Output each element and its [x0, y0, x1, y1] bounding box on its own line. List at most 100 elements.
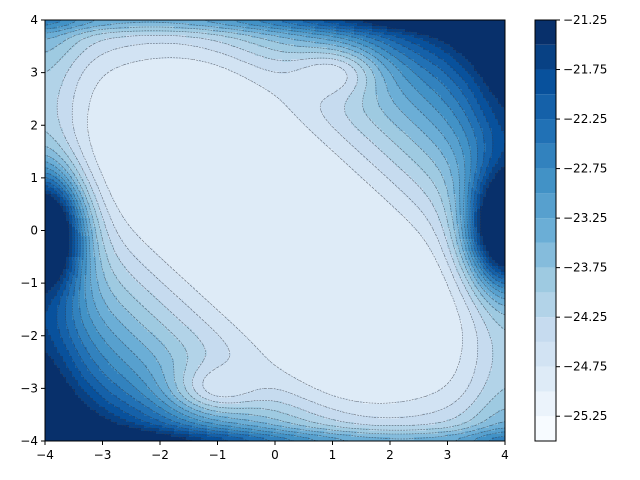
contour-cell	[246, 83, 249, 86]
contour-cell	[300, 107, 303, 110]
contour-cell	[255, 44, 258, 47]
contour-cell	[228, 26, 231, 29]
contour-cell	[213, 95, 216, 98]
contour-cell	[252, 68, 255, 71]
contour-cell	[96, 107, 99, 110]
contour-cell	[480, 59, 483, 62]
contour-cell	[471, 32, 474, 35]
contour-cell	[480, 98, 483, 101]
contour-cell	[456, 23, 459, 26]
contour-cell	[162, 56, 165, 59]
contour-cell	[135, 35, 138, 38]
contour-cell	[99, 77, 102, 80]
contour-cell	[300, 29, 303, 32]
contour-cell	[114, 32, 117, 35]
contour-cell	[60, 89, 63, 92]
contour-cell	[456, 107, 459, 110]
contour-cell	[153, 23, 156, 26]
contour-cell	[165, 98, 168, 101]
contour-cell	[456, 41, 459, 44]
contour-cell	[216, 41, 219, 44]
contour-cell	[459, 32, 462, 35]
contour-cell	[489, 56, 492, 59]
contour-cell	[333, 56, 336, 59]
contour-cell	[390, 80, 393, 83]
contour-cell	[171, 113, 174, 116]
contour-cell	[396, 74, 399, 77]
contour-cell	[435, 74, 438, 77]
contour-cell	[426, 80, 429, 83]
contour-cell	[378, 104, 381, 107]
contour-cell	[54, 68, 57, 71]
contour-cell	[483, 53, 486, 56]
contour-cell	[195, 92, 198, 95]
contour-cell	[45, 59, 48, 62]
contour-cell	[183, 41, 186, 44]
contour-cell	[102, 113, 105, 116]
contour-cell	[57, 104, 60, 107]
contour-cell	[438, 74, 441, 77]
contour-cell	[330, 104, 333, 107]
contour-cell	[78, 32, 81, 35]
contour-cell	[417, 38, 420, 41]
contour-cell	[438, 41, 441, 44]
contour-cell	[48, 26, 51, 29]
contour-cell	[387, 47, 390, 50]
contour-cell	[204, 26, 207, 29]
contour-cell	[384, 32, 387, 35]
contour-cell	[114, 59, 117, 62]
contour-cell	[312, 110, 315, 113]
contour-cell	[276, 26, 279, 29]
contour-cell	[273, 41, 276, 44]
contour-cell	[180, 38, 183, 41]
contour-cell	[414, 62, 417, 65]
contour-cell	[282, 101, 285, 104]
contour-cell	[288, 104, 291, 107]
contour-cell	[441, 41, 444, 44]
contour-cell	[48, 23, 51, 26]
contour-cell	[105, 89, 108, 92]
contour-cell	[240, 68, 243, 71]
contour-cell	[435, 23, 438, 26]
contour-cell	[495, 95, 498, 98]
contour-cell	[375, 29, 378, 32]
contour-cell	[459, 53, 462, 56]
contour-cell	[207, 116, 210, 119]
contour-cell	[333, 92, 336, 95]
contour-cell	[45, 23, 48, 26]
contour-cell	[171, 29, 174, 32]
contour-cell	[189, 104, 192, 107]
contour-cell	[375, 113, 378, 116]
contour-cell	[138, 41, 141, 44]
contour-cell	[228, 35, 231, 38]
contour-cell	[126, 98, 129, 101]
contour-cell	[345, 92, 348, 95]
contour-cell	[228, 95, 231, 98]
contour-cell	[273, 68, 276, 71]
contour-cell	[216, 83, 219, 86]
contour-cell	[315, 95, 318, 98]
contour-cell	[492, 29, 495, 32]
contour-cell	[330, 65, 333, 68]
contour-cell	[156, 59, 159, 62]
contour-cell	[237, 92, 240, 95]
contour-cell	[336, 62, 339, 65]
contour-cell	[480, 104, 483, 107]
contour-cell	[246, 35, 249, 38]
contour-cell	[93, 47, 96, 50]
contour-cell	[108, 89, 111, 92]
contour-cell	[96, 104, 99, 107]
contour-cell	[426, 92, 429, 95]
contour-cell	[180, 110, 183, 113]
contour-cell	[126, 20, 129, 23]
contour-cell	[285, 86, 288, 89]
contour-cell	[393, 65, 396, 68]
contour-cell	[186, 32, 189, 35]
contour-cell	[405, 23, 408, 26]
contour-cell	[375, 107, 378, 110]
contour-cell	[291, 71, 294, 74]
contour-cell	[222, 32, 225, 35]
contour-cell	[252, 41, 255, 44]
contour-cell	[378, 71, 381, 74]
contour-cell	[150, 95, 153, 98]
